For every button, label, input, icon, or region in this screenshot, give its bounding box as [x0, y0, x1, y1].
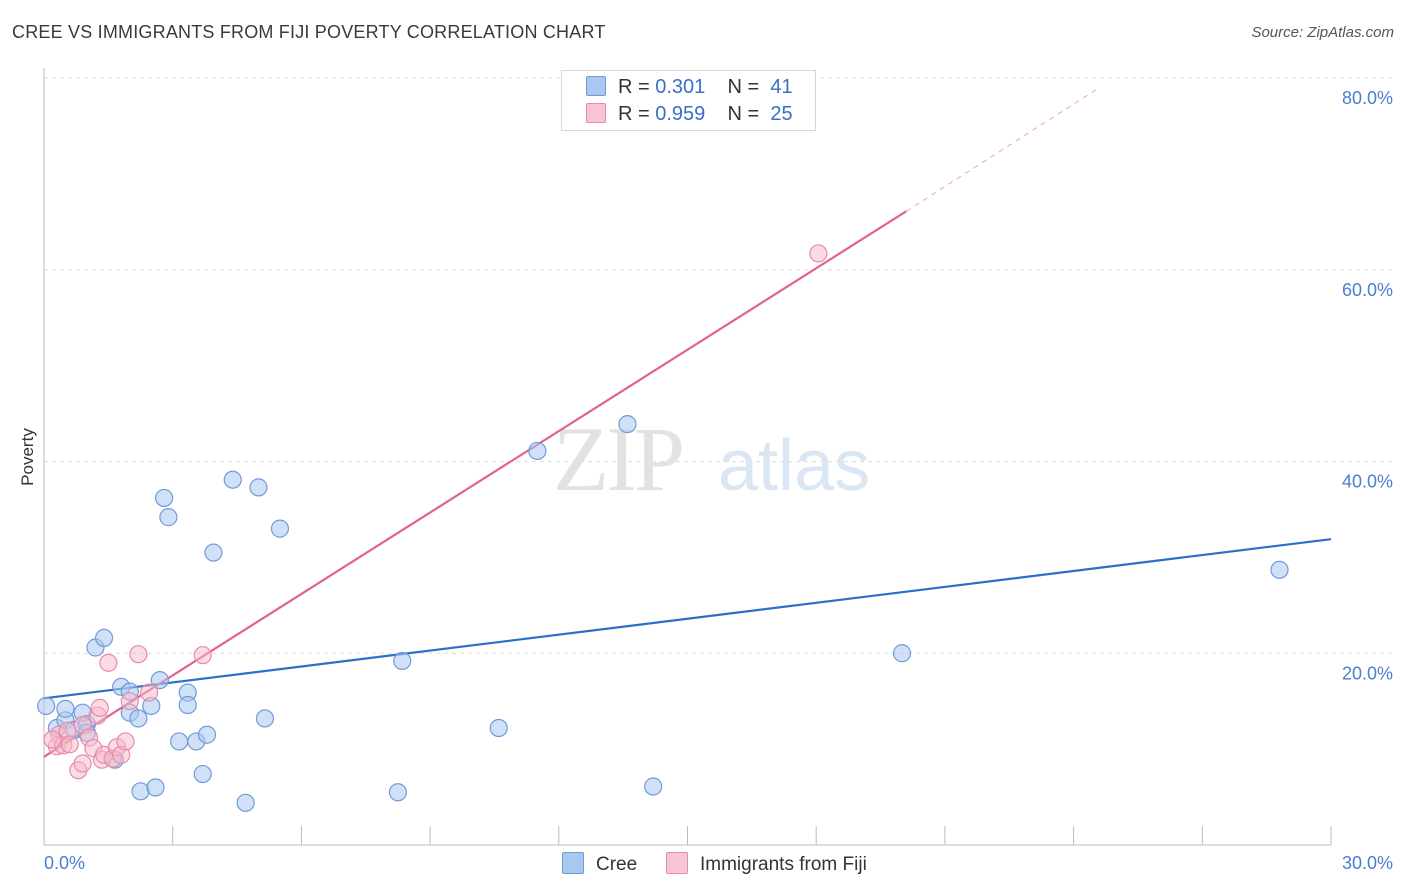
y-tick-label: 80.0% — [1342, 88, 1393, 108]
legend-n-value-cree: 41 — [770, 76, 793, 98]
y-tick-label: 20.0% — [1342, 663, 1393, 683]
legend-swatch-fiji — [586, 103, 606, 123]
point-cree — [249, 478, 268, 497]
legend-r-value-fiji: 0.959 — [655, 103, 706, 125]
x-tick-label: 0.0% — [44, 853, 85, 873]
point-fiji — [90, 698, 109, 717]
bottom-legend-cree: Cree — [562, 852, 637, 876]
point-cree — [193, 764, 212, 784]
point-cree — [155, 488, 174, 508]
point-cree — [37, 696, 56, 716]
tick-labels: 20.0% 40.0% 60.0% 80.0% 0.0% 30.0% — [44, 88, 1393, 873]
point-cree — [255, 709, 275, 728]
point-fiji — [120, 692, 139, 711]
legend-r-value-cree: 0.301 — [655, 76, 706, 98]
point-cree — [393, 651, 412, 671]
point-fiji — [43, 730, 62, 749]
bottom-legend-label-cree: Cree — [596, 854, 638, 875]
legend-n-label: N = — [727, 103, 760, 125]
point-cree — [204, 543, 223, 562]
point-cree — [170, 732, 189, 751]
legend-swatch-cree — [586, 76, 606, 96]
bottom-legend-swatch-cree — [562, 852, 584, 874]
bottom-legend-label-fiji: Immigrants from Fiji — [700, 854, 867, 875]
y-axis-label: Poverty — [18, 428, 37, 486]
point-fiji — [193, 646, 212, 665]
point-cree — [131, 782, 150, 801]
watermark-atlas: atlas — [718, 426, 870, 506]
x-tick-label: 30.0% — [1342, 853, 1393, 873]
point-cree — [94, 628, 114, 648]
legend-row-cree: R = 0.301 N = 41 — [586, 74, 793, 100]
stats-legend: R = 0.301 N = 41 R = 0.959 N = 25 — [561, 70, 816, 131]
point-cree — [146, 778, 165, 797]
points — [37, 244, 1289, 812]
point-cree — [388, 783, 408, 802]
trendline-cree — [43, 538, 1332, 700]
legend-n-label: N = — [727, 76, 760, 98]
bottom-legend-fiji: Immigrants from Fiji — [666, 852, 867, 876]
point-fiji — [73, 754, 92, 773]
trendline-fiji-extension — [906, 87, 1100, 212]
point-cree — [197, 725, 217, 744]
point-cree — [270, 519, 290, 538]
point-cree — [489, 718, 508, 738]
legend-r-label: R = — [618, 76, 650, 98]
legend-n-value-fiji: 25 — [770, 103, 793, 125]
y-tick-label: 40.0% — [1342, 472, 1393, 492]
legend-row-fiji: R = 0.959 N = 25 — [586, 101, 793, 127]
point-fiji — [140, 683, 159, 702]
axes — [43, 68, 1332, 846]
point-cree — [159, 508, 178, 527]
bottom-legend-swatch-fiji — [666, 852, 688, 874]
trendline-fiji — [43, 210, 907, 758]
chart-title: CREE VS IMMIGRANTS FROM FIJI POVERTY COR… — [12, 22, 606, 42]
point-cree — [644, 777, 663, 796]
point-cree — [129, 709, 148, 728]
point-cree — [618, 415, 637, 434]
point-cree — [1270, 560, 1289, 579]
source-credit: Source: ZipAtlas.com — [1251, 24, 1394, 41]
point-fiji — [116, 732, 135, 751]
grid-lines — [44, 77, 1392, 654]
point-cree — [56, 699, 75, 718]
point-cree — [892, 644, 912, 663]
point-cree — [178, 695, 197, 715]
point-fiji — [60, 735, 79, 754]
legend-r-label: R = — [618, 103, 650, 125]
point-fiji — [809, 244, 828, 263]
point-cree — [223, 470, 242, 489]
point-cree — [528, 441, 547, 461]
point-fiji — [129, 645, 148, 664]
y-tick-label: 60.0% — [1342, 280, 1393, 300]
trendlines — [43, 87, 1332, 758]
watermark: ZIP atlas — [553, 408, 870, 510]
point-cree — [236, 793, 255, 812]
point-fiji — [99, 653, 118, 672]
point-cree — [150, 670, 169, 690]
